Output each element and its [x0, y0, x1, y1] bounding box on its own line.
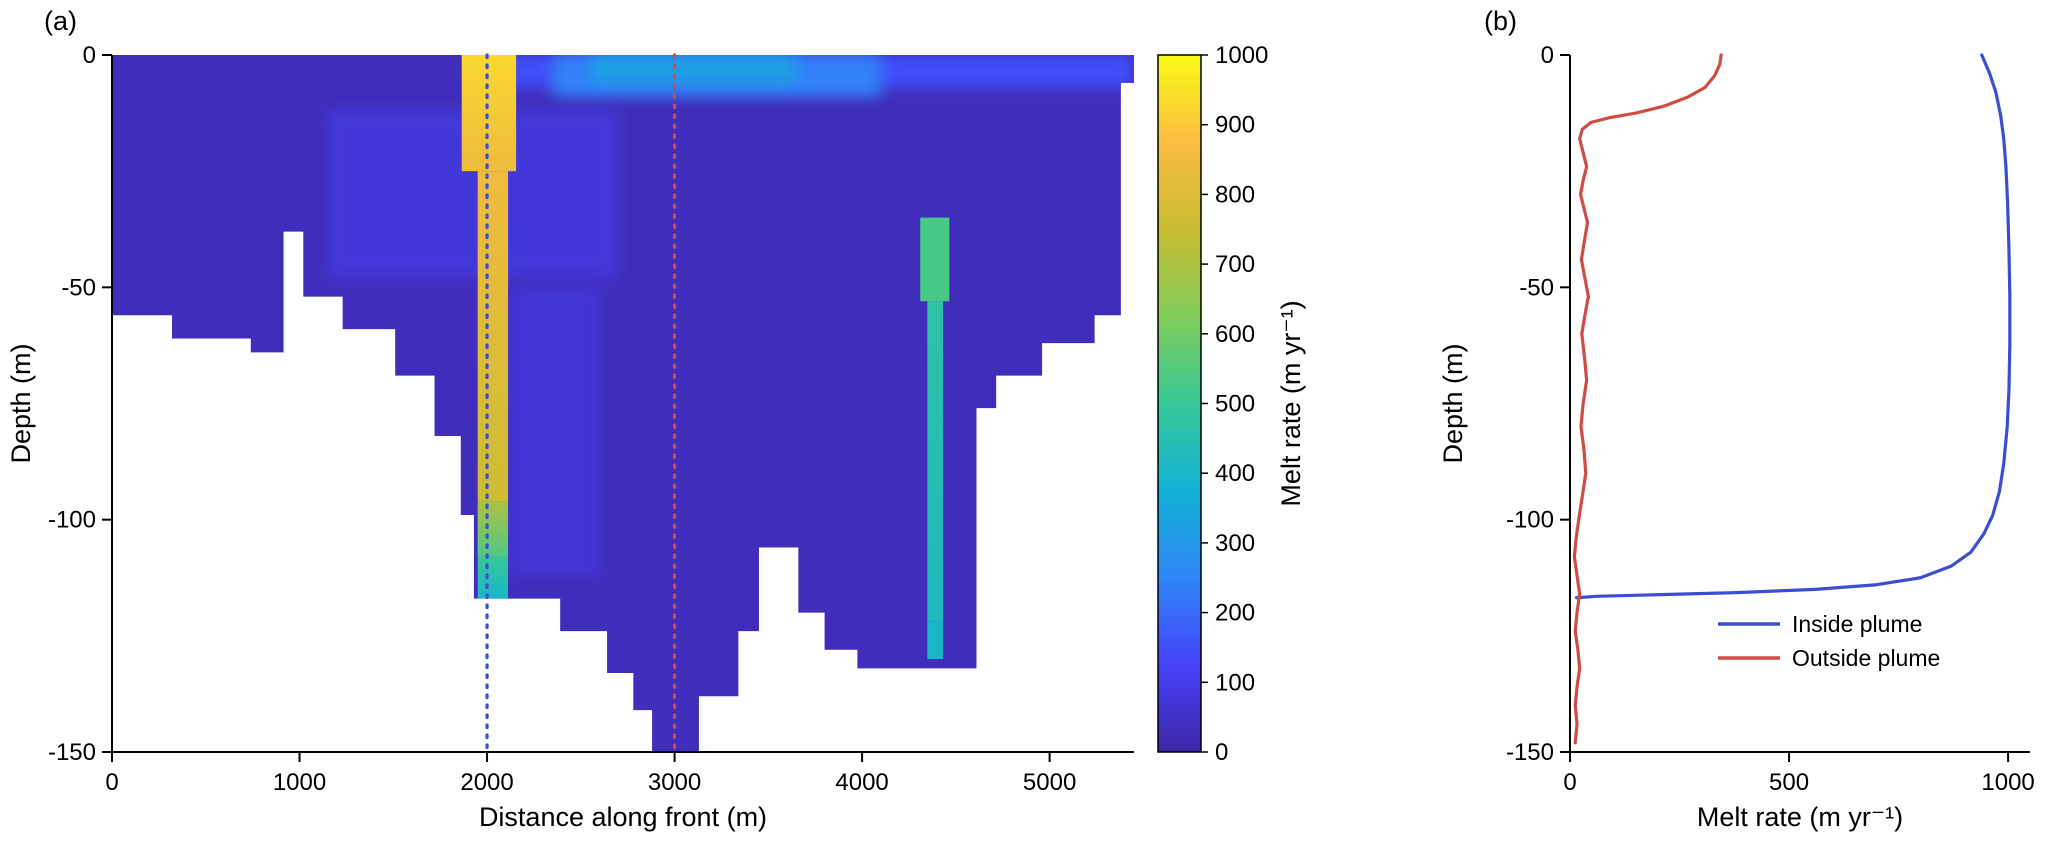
colorbar-tick-label: 900: [1215, 112, 1255, 139]
mid-column-halo: [509, 287, 600, 576]
x-tick-label: 1000: [273, 769, 326, 796]
colorbar-tick-label: 200: [1215, 600, 1255, 627]
x-tick-label: 3000: [648, 769, 701, 796]
colorbar-tick-label: 0: [1215, 739, 1228, 766]
outside-plume-line: [1572, 53, 1723, 745]
y-tick-label: -50: [1519, 274, 1554, 301]
y-tick-label: -100: [48, 507, 96, 534]
panel-a-xlabel: Distance along front (m): [479, 802, 767, 832]
panel-a-label: (a): [44, 6, 77, 36]
panel-a-ylabel: Depth (m): [6, 343, 36, 463]
colorbar-tick-label: 100: [1215, 669, 1255, 696]
panel-b-label: (b): [1484, 6, 1517, 36]
y-tick-label: -150: [1506, 739, 1554, 766]
colorbar-tick-label: 400: [1215, 460, 1255, 487]
colorbar-tick-label: 700: [1215, 251, 1255, 278]
y-tick-label: -150: [48, 739, 96, 766]
ice-background: [112, 55, 1134, 752]
x-tick-label: 0: [105, 769, 118, 796]
plume1-column: [477, 171, 509, 502]
colorbar-tick-label: 800: [1215, 181, 1255, 208]
plume1-head: [461, 55, 517, 172]
melt-rate-heatmap: [112, 55, 1134, 752]
x-tick-label: 4000: [835, 769, 888, 796]
y-tick-label: -50: [61, 274, 96, 301]
plume1-column-lower: [477, 501, 509, 557]
colorbar: [1157, 54, 1202, 753]
plume2-tip: [927, 621, 944, 660]
x-tick-label: 2000: [460, 769, 513, 796]
panel-b-xlabel: Melt rate (m yr⁻¹): [1697, 802, 1903, 832]
y-tick-label: 0: [1541, 42, 1554, 69]
inside-plume-line: [1574, 53, 2012, 600]
plume1-tip: [477, 556, 509, 599]
colorbar-tick-label: 500: [1215, 391, 1255, 418]
legend-label-inside-plume: Inside plume: [1792, 611, 1922, 637]
surface-melt-band-core: [590, 55, 797, 83]
colorbar-label: Melt rate (m yr⁻¹): [1276, 300, 1306, 506]
x-tick-label: 0: [1563, 769, 1576, 796]
panel-b-ylabel: Depth (m): [1438, 343, 1468, 463]
y-tick-label: 0: [83, 42, 96, 69]
legend: Inside plume Outside plume: [1718, 611, 1940, 671]
colorbar-tick-label: 300: [1215, 530, 1255, 557]
x-tick-label: 500: [1769, 769, 1809, 796]
x-tick-label: 1000: [1981, 769, 2034, 796]
plume2-head: [920, 217, 950, 302]
colorbar-tick-label: 600: [1215, 321, 1255, 348]
y-tick-label: -100: [1506, 507, 1554, 534]
plume2-column: [927, 301, 944, 622]
legend-label-outside-plume: Outside plume: [1792, 645, 1940, 671]
colorbar-tick-label: 1000: [1215, 42, 1268, 69]
x-tick-label: 5000: [1023, 769, 1076, 796]
